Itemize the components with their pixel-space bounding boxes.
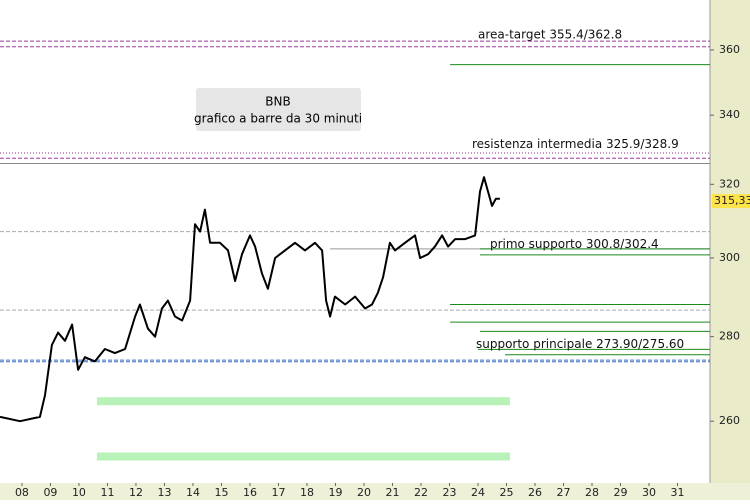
x-tick-label: 12 (129, 486, 143, 499)
x-tick-label: 20 (357, 486, 371, 499)
annotation: primo supporto 300.8/302.4 (490, 237, 659, 251)
x-tick-label: 17 (271, 486, 285, 499)
y-axis-strip (710, 0, 750, 500)
x-tick-label: 14 (186, 486, 200, 499)
y-tick-label: 280 (719, 330, 740, 343)
x-tick-label: 10 (72, 486, 86, 499)
x-tick-label: 08 (15, 486, 29, 499)
x-tick-label: 25 (499, 486, 513, 499)
x-tick-label: 28 (585, 486, 599, 499)
y-tick-label: 320 (719, 177, 740, 190)
x-tick-label: 09 (43, 486, 57, 499)
x-tick-label: 13 (157, 486, 171, 499)
x-tick-label: 22 (414, 486, 428, 499)
annotation: resistenza intermedia 325.9/328.9 (472, 137, 679, 151)
y-tick-label: 260 (719, 414, 740, 427)
x-tick-label: 30 (642, 486, 656, 499)
x-tick-label: 26 (528, 486, 542, 499)
chart-subtitle: grafico a barre da 30 minuti (194, 112, 362, 126)
y-tick-label: 300 (719, 251, 740, 264)
x-tick-label: 24 (471, 486, 485, 499)
x-tick-label: 11 (100, 486, 114, 499)
x-tick-label: 18 (300, 486, 314, 499)
x-tick-label: 16 (243, 486, 257, 499)
y-tick-label: 340 (719, 108, 740, 121)
price-line (0, 176, 500, 423)
info-box (196, 88, 361, 131)
x-tick-label: 29 (614, 486, 628, 499)
plot-area (0, 40, 710, 461)
x-tick-label: 21 (385, 486, 399, 499)
annotation: supporto principale 273.90/275.60 (476, 337, 684, 351)
x-tick-label: 27 (556, 486, 570, 499)
y-tick-label: 360 (719, 43, 740, 56)
x-tick-label: 15 (214, 486, 228, 499)
x-axis-strip (0, 483, 750, 500)
last-price-box (712, 194, 750, 209)
annotation: area-target 355.4/362.8 (478, 27, 622, 41)
x-tick-label: 19 (328, 486, 342, 499)
chart-title: BNB (265, 95, 290, 109)
last-price-label: 315,33 (714, 194, 750, 207)
x-tick-label: 31 (671, 486, 685, 499)
x-tick-label: 23 (442, 486, 456, 499)
